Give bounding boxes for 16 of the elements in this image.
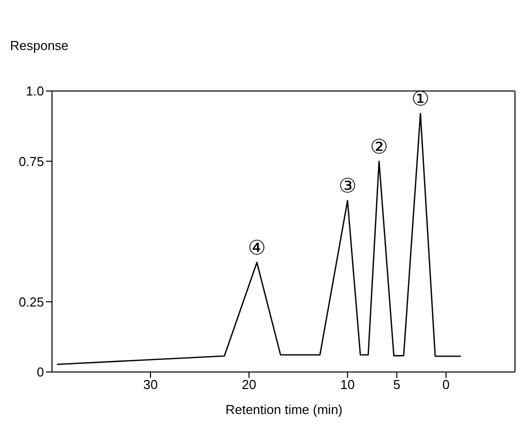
line-series [56,112,462,366]
x-tick-label: 5 [393,377,400,392]
y-axis-title: Response [10,38,69,53]
x-tick-label: 0 [442,377,450,392]
y-tick-label: 0.25 [18,294,44,310]
y-tick-label: 1.0 [26,84,44,99]
annotation: ④ [248,235,266,260]
y-tick-label: 0.75 [18,154,44,169]
x-tick-label: 10 [340,377,355,392]
annotation: ② [370,134,388,158]
x-tick-label: 30 [143,377,158,392]
x-axis-title: Retention time (min) [224,402,344,417]
y-tick-label: 0 [36,364,44,380]
x-tick-label: 20 [242,377,256,392]
annotation: ① [411,86,430,110]
annotation: ③ [338,174,356,198]
